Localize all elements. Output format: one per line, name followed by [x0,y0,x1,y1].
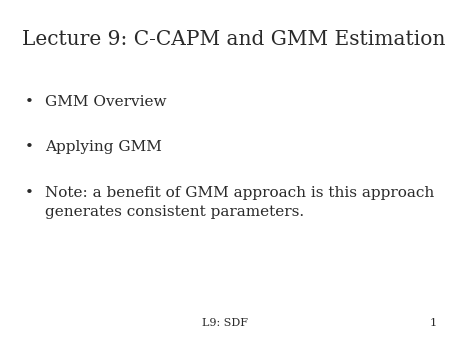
Text: L9: SDF: L9: SDF [202,318,248,328]
Text: 1: 1 [429,318,436,328]
Text: GMM Overview: GMM Overview [45,95,166,108]
Text: •: • [25,95,34,108]
Text: •: • [25,186,34,200]
Text: •: • [25,140,34,154]
Text: Note: a benefit of GMM approach is this approach
generates consistent parameters: Note: a benefit of GMM approach is this … [45,186,434,219]
Text: Lecture 9: C-CAPM and GMM Estimation: Lecture 9: C-CAPM and GMM Estimation [22,30,446,49]
Text: Applying GMM: Applying GMM [45,140,162,154]
